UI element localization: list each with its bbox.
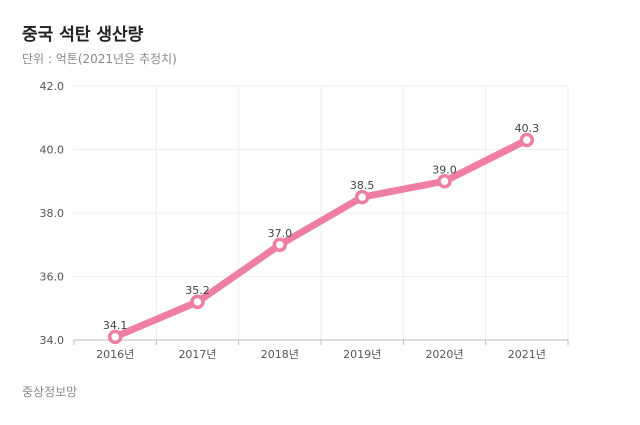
series xyxy=(107,132,535,345)
data-point xyxy=(354,189,370,205)
data-point xyxy=(107,329,123,345)
x-tick-label: 2018년 xyxy=(261,348,299,361)
chart-subtitle: 단위 : 억톤(2021년은 추정치) xyxy=(22,52,177,66)
data-label: 34.1 xyxy=(103,319,128,332)
axes: 34.0 36.0 38.0 40.0 42.0 2016년 2017년 2018년 2019년… xyxy=(40,80,569,361)
x-tick-label: 2019년 xyxy=(343,348,381,361)
chart-title: 중국 석탄 생산량 xyxy=(22,25,144,45)
y-tick-label: 34.0 xyxy=(40,334,65,347)
x-tick-label: 2017년 xyxy=(178,348,216,361)
series-line xyxy=(111,136,531,341)
data-label: 37.0 xyxy=(268,227,293,240)
data-point xyxy=(437,174,452,189)
y-tick-label: 36.0 xyxy=(40,271,65,284)
x-tick-label: 2020년 xyxy=(425,348,463,361)
data-point xyxy=(190,294,205,310)
chart-source: 중상정보망 xyxy=(22,385,78,399)
x-tick-label: 2021년 xyxy=(508,348,546,361)
y-tick-label: 40.0 xyxy=(40,144,65,157)
data-point xyxy=(272,237,288,252)
x-tick-label: 2016년 xyxy=(96,348,134,361)
y-tick-label: 38.0 xyxy=(40,207,65,220)
data-label: 38.5 xyxy=(350,179,375,192)
data-label: 39.0 xyxy=(432,163,457,176)
data-label: 40.3 xyxy=(515,122,540,135)
data-point xyxy=(519,132,535,148)
y-tick-label: 42.0 xyxy=(40,80,65,93)
grid-lines xyxy=(74,85,569,340)
data-label: 35.2 xyxy=(185,284,210,297)
labels: 34.1 35.2 37.0 38.5 39.0 40.3 xyxy=(103,122,539,332)
